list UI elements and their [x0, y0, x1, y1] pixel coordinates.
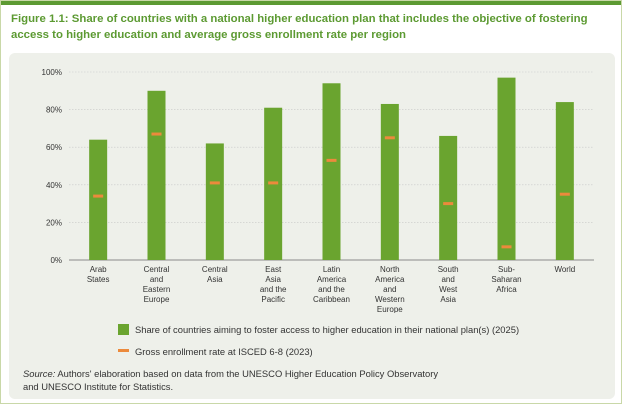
enrollment-marker	[93, 194, 104, 198]
x-tick-label: East Asia and the Pacific	[260, 265, 287, 304]
y-tick-label: 80%	[46, 106, 62, 115]
x-tick-label: North America and Western Europe	[375, 265, 405, 313]
source-note: Source: Authors' elaboration based on da…	[23, 367, 583, 393]
x-tick-label-line: South	[438, 265, 459, 274]
x-tick-label-line: and	[150, 275, 163, 284]
x-tick-label-line: Asia	[207, 275, 223, 284]
enrollment-marker	[559, 192, 570, 196]
bar	[380, 103, 399, 261]
legend-bar-swatch	[118, 324, 129, 336]
x-tick-label-line: Asia	[265, 275, 281, 284]
y-tick-label: 20%	[46, 218, 62, 227]
bar	[205, 143, 224, 260]
x-tick-label-line: Caribbean	[313, 295, 350, 304]
figure-title: Figure 1.1: Share of countries with a na…	[11, 13, 588, 41]
enrollment-marker	[209, 181, 220, 185]
x-tick-label-line: Sub-	[498, 265, 515, 274]
legend-bar-label: Share of countries aiming to foster acce…	[135, 324, 520, 336]
x-tick-label: Sub-Saharan Africa	[491, 265, 521, 294]
legend-bar-entry: Share of countries aiming to foster acce…	[118, 323, 598, 336]
x-tick-label-line: Asia	[440, 295, 456, 304]
x-tick-label-line: Saharan	[491, 275, 521, 284]
bar	[497, 77, 516, 260]
bar	[555, 102, 574, 260]
x-tick-label-line: Central	[144, 265, 170, 274]
top-rule	[1, 1, 621, 5]
x-tick-label-line: Europe	[144, 295, 170, 304]
x-tick-label: Central Asia	[202, 265, 228, 284]
enrollment-marker	[384, 136, 395, 140]
y-tick-label: 60%	[46, 143, 62, 152]
enrollment-marker	[151, 132, 162, 136]
bar	[322, 83, 341, 260]
legend-marker-swatch	[118, 349, 129, 353]
x-tick-label-line: States	[87, 275, 110, 284]
legend-marker-entry: Gross enrollment rate at ISCED 6-8 (2023…	[118, 345, 598, 357]
x-tick-label-line: America	[375, 275, 405, 284]
x-tick-label-line: Arab	[90, 265, 107, 274]
x-tick-label: Central and Eastern Europe	[143, 265, 171, 304]
y-tick-label: 100%	[42, 68, 62, 77]
bar	[147, 90, 166, 260]
bar	[89, 139, 108, 260]
x-tick-label: World	[554, 265, 575, 274]
x-tick-label-line: and the	[318, 285, 345, 294]
enrollment-marker	[443, 202, 454, 206]
x-tick-label-line: Central	[202, 265, 228, 274]
y-tick-label: 40%	[46, 181, 62, 190]
x-tick-label-line: Europe	[377, 305, 403, 313]
x-tick-label-line: Africa	[496, 285, 517, 294]
enrollment-marker	[268, 181, 279, 185]
x-tick-label-line: North	[380, 265, 400, 274]
x-tick-label-line: Eastern	[143, 285, 171, 294]
x-tick-label-line: America	[317, 275, 347, 284]
x-tick-label-line: and the	[260, 285, 287, 294]
x-tick-label: South and West Asia	[438, 265, 459, 304]
enrollment-marker	[326, 158, 337, 162]
x-tick-label-line: West	[439, 285, 458, 294]
legend-marker-label: Gross enrollment rate at ISCED 6-8 (2023…	[135, 346, 313, 358]
x-tick-label-line: East	[265, 265, 282, 274]
x-tick-label-line: and	[383, 285, 396, 294]
x-tick-label-line: Western	[375, 295, 405, 304]
x-tick-label-line: Latin	[323, 265, 340, 274]
y-tick-label: 0%	[50, 256, 62, 265]
bar	[439, 135, 458, 260]
source-line2: and UNESCO Institute for Statistics.	[23, 381, 174, 392]
source-lead: Source:	[23, 368, 56, 379]
x-tick-label: Latin America and the Caribbean	[313, 265, 350, 304]
source-text: Authors' elaboration based on data from …	[55, 368, 439, 379]
enrollment-marker	[501, 245, 512, 249]
x-tick-label-line: Pacific	[261, 295, 285, 304]
x-tick-label-line: and	[441, 275, 454, 284]
x-tick-label: Arab States	[87, 265, 110, 284]
x-tick-label-line: World	[554, 265, 575, 274]
